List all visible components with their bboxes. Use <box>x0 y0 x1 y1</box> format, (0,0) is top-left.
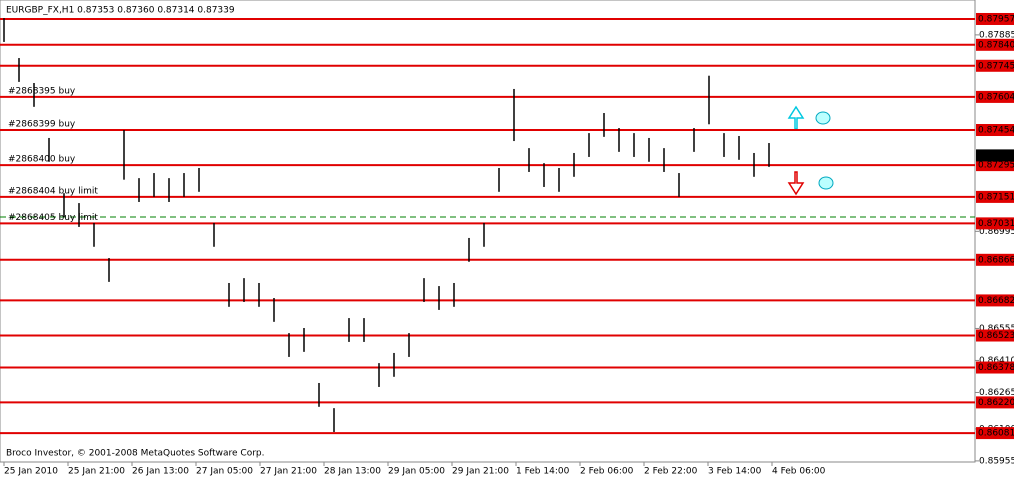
level-label: 0.86220 <box>978 398 1014 408</box>
order-label: #2868395 buy <box>8 86 76 96</box>
level-box <box>976 12 1014 25</box>
level-label: 0.87031 <box>978 219 1014 229</box>
chart-title: EURGBP_FX,H1 0.87353 0.87360 0.87314 0.8… <box>6 6 235 16</box>
level-label: 0.86378 <box>978 363 1014 373</box>
level-box <box>976 396 1014 409</box>
level-box <box>976 294 1014 307</box>
thumb-icon <box>818 176 834 190</box>
level-label: 0.86682 <box>978 296 1014 306</box>
level-box <box>976 361 1014 374</box>
level-label: 0.86523 <box>978 331 1014 341</box>
level-label: 0.86866 <box>978 255 1014 265</box>
level-box <box>976 38 1014 51</box>
footer: Broco Investor, © 2001-2008 MetaQuotes S… <box>6 449 265 459</box>
level-box <box>976 253 1014 266</box>
y-tick-label: 0.85955 <box>979 456 1014 466</box>
level-label: 0.87454 <box>978 126 1014 136</box>
current-price-label: 0.87339 <box>978 151 1014 161</box>
level-label: 0.87604 <box>978 92 1014 102</box>
x-tick-label: 25 Jan 2010 <box>4 467 58 477</box>
y-tick-label: 0.87885 <box>979 30 1014 40</box>
level-box <box>976 329 1014 342</box>
y-tick-label: 0.86995 <box>979 227 1014 237</box>
x-tick-label: 2 Feb 06:00 <box>580 467 634 477</box>
level-label: 0.87957 <box>978 14 1014 24</box>
x-tick-label: 27 Jan 21:00 <box>260 467 317 477</box>
y-tick-label: 0.86265 <box>979 388 1014 398</box>
level-box <box>976 190 1014 203</box>
x-tick-label: 27 Jan 05:00 <box>196 467 253 477</box>
down-arrow <box>787 171 805 196</box>
order-label: #2868400 buy <box>8 155 76 165</box>
x-tick-label: 1 Feb 14:00 <box>516 467 570 477</box>
order-label: #2868399 buy <box>8 120 76 130</box>
x-tick-label: 3 Feb 14:00 <box>708 467 762 477</box>
level-box <box>976 124 1014 137</box>
up-arrow <box>787 105 805 130</box>
signal-icons <box>787 105 834 196</box>
level-label: 0.87151 <box>978 192 1014 202</box>
level-box <box>976 90 1014 103</box>
level-label: 0.86081 <box>978 429 1014 439</box>
level-box <box>976 159 1014 172</box>
x-tick-label: 2 Feb 22:00 <box>644 467 698 477</box>
x-tick-label: 26 Jan 13:00 <box>132 467 189 477</box>
y-tick-label: 0.86555 <box>979 324 1014 334</box>
level-label: 0.87295 <box>978 161 1014 171</box>
current-price-box <box>976 149 1014 162</box>
thumb-icon <box>815 111 831 125</box>
x-tick-label: 29 Jan 21:00 <box>452 467 509 477</box>
level-box <box>976 59 1014 72</box>
x-tick-label: 29 Jan 05:00 <box>388 467 445 477</box>
level-label: 0.87840 <box>978 40 1014 50</box>
x-tick-label: 4 Feb 06:00 <box>772 467 826 477</box>
plot-frame <box>0 0 976 463</box>
x-tick-label: 28 Jan 13:00 <box>324 467 381 477</box>
order-label: #2868404 buy limit <box>8 186 98 196</box>
order-label: #2868405 buy limit <box>8 213 98 223</box>
y-tick-label: 0.86410 <box>979 356 1014 366</box>
level-box <box>976 217 1014 230</box>
level-box <box>976 427 1014 440</box>
level-label: 0.87745 <box>978 61 1014 71</box>
x-tick-label: 25 Jan 21:00 <box>68 467 125 477</box>
